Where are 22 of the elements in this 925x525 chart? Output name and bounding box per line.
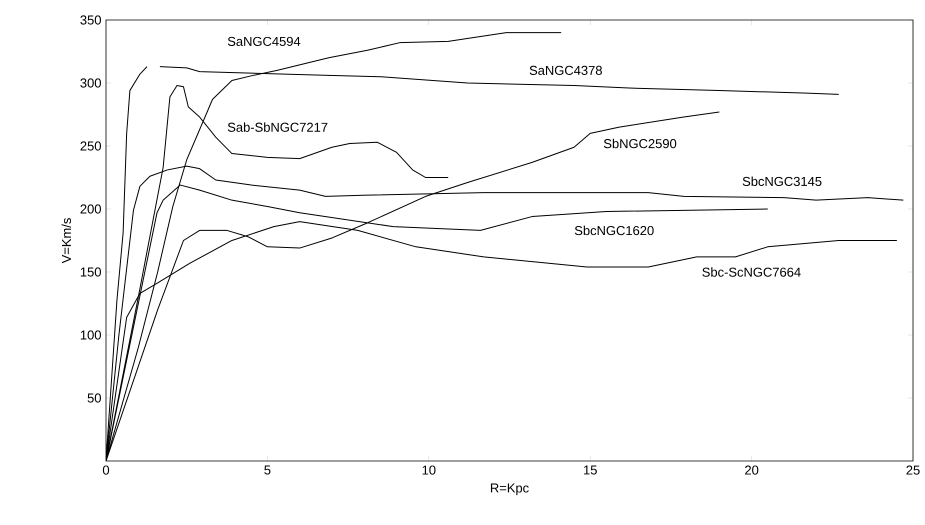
y-tick-label: 350 bbox=[80, 15, 101, 25]
x-tick-label: 5 bbox=[264, 466, 270, 475]
x-tick-label: 15 bbox=[584, 466, 597, 475]
x-tick-label: 25 bbox=[906, 466, 920, 475]
series-label: Sbc-ScNGC7664 bbox=[702, 267, 801, 277]
series-label: SbcNGC3145 bbox=[742, 176, 822, 186]
y-tick-label: 150 bbox=[80, 267, 101, 277]
y-tick-label: 50 bbox=[88, 393, 101, 403]
y-tick-label: 250 bbox=[80, 141, 101, 151]
y-tick-label: 200 bbox=[80, 204, 101, 214]
y-axis-title: V=Km/s bbox=[62, 218, 72, 264]
series-label: SaNGC4594 bbox=[228, 36, 300, 46]
x-axis-title: R=Kpc bbox=[490, 484, 529, 496]
series-label: SaNGC4378 bbox=[530, 66, 602, 75]
x-tick-label: 20 bbox=[745, 466, 758, 475]
x-tick-label: 0 bbox=[102, 466, 110, 475]
y-tick-label: 100 bbox=[80, 330, 101, 340]
series-label: SbcNGC1620 bbox=[574, 226, 654, 236]
x-tick-label: 10 bbox=[422, 466, 436, 475]
series-label: Sab-SbNGC7217 bbox=[228, 122, 328, 132]
series-label: SbNGC2590 bbox=[604, 138, 676, 148]
y-tick-label: 300 bbox=[80, 78, 101, 88]
